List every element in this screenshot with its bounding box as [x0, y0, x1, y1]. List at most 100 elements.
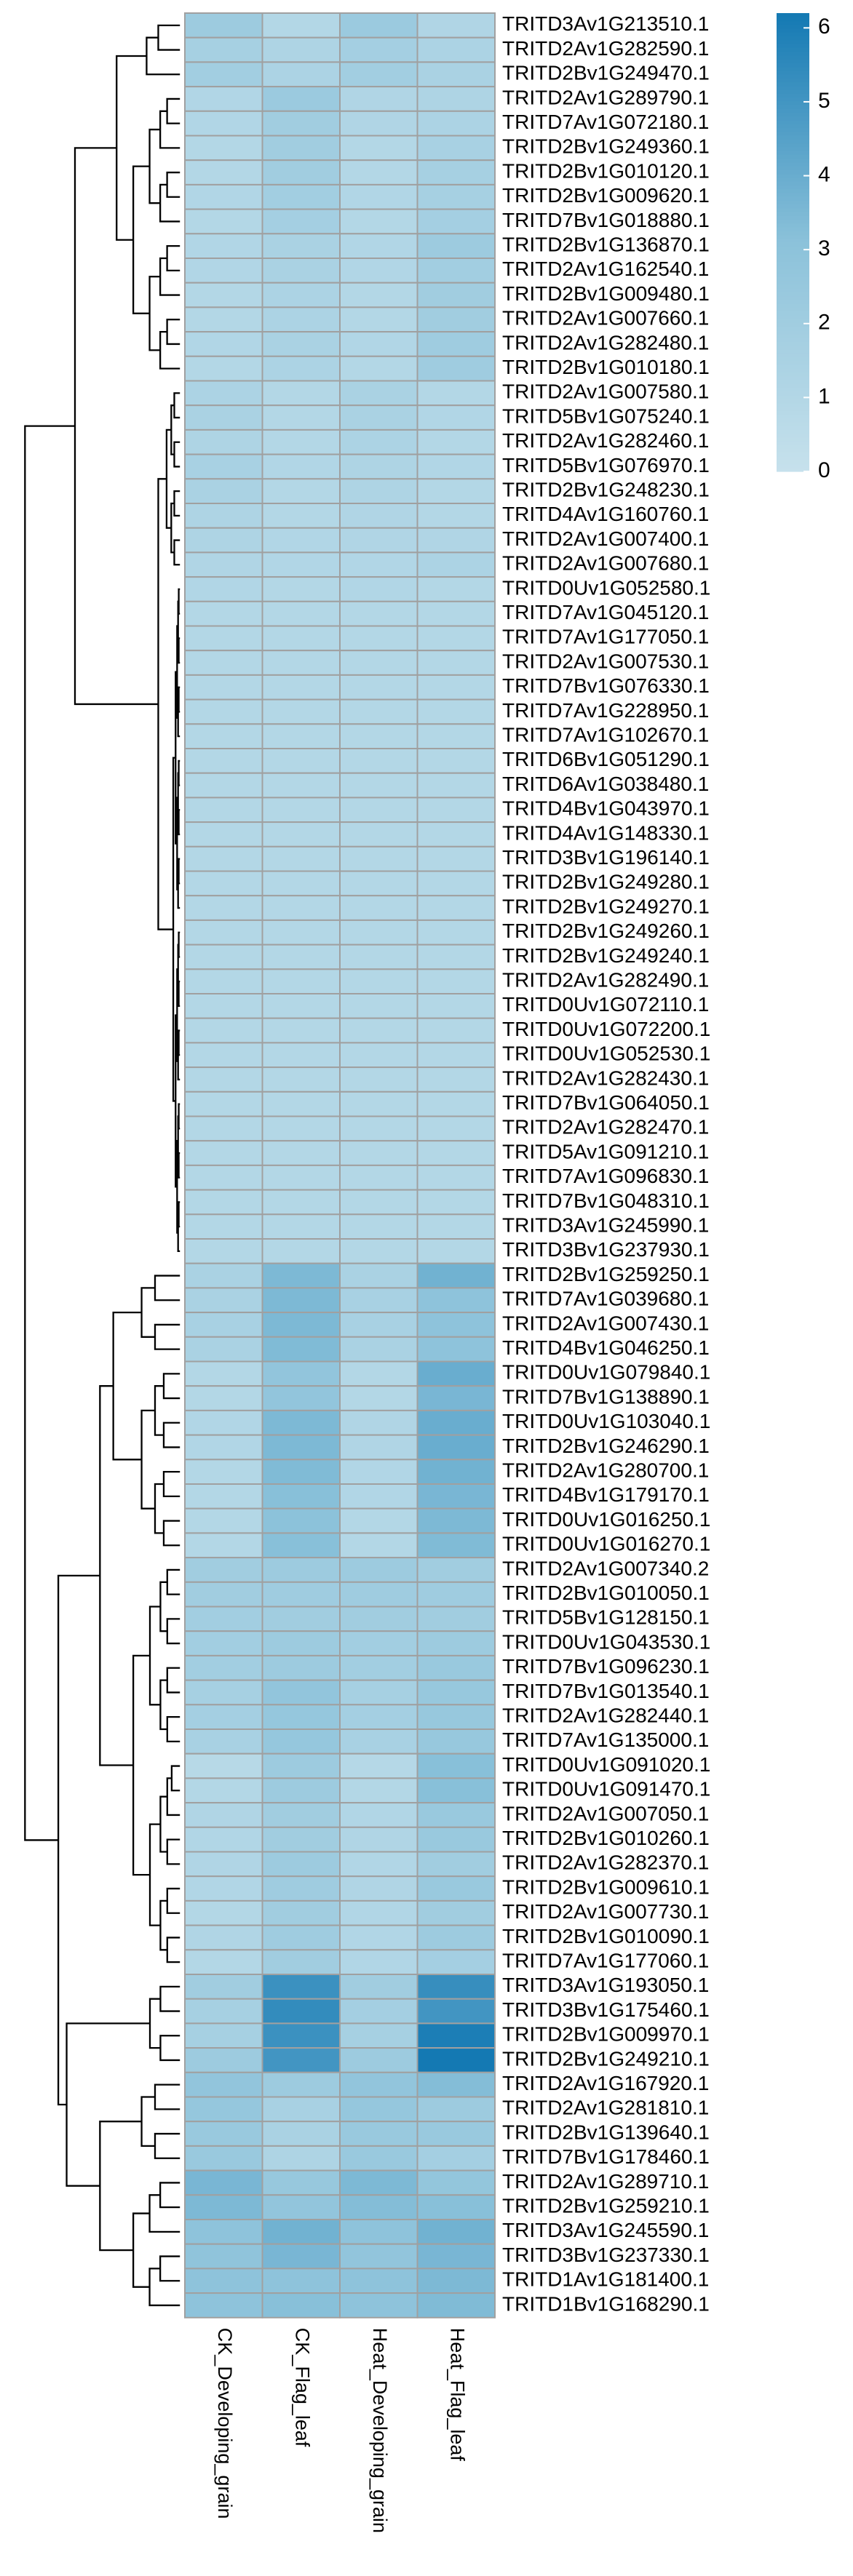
- heat-cell: [416, 12, 496, 39]
- heat-cell: [184, 159, 263, 186]
- dendrogram-branch: [177, 698, 180, 738]
- row-label: TRITD2Bv1G010090.1: [502, 1925, 710, 1947]
- row-label: TRITD2Bv1G009480.1: [502, 282, 710, 305]
- heat-cell: [339, 61, 418, 88]
- heat-cell: [416, 2121, 496, 2147]
- colorbar-segment: [777, 47, 809, 52]
- colorbar-segment: [777, 97, 809, 102]
- heat-cell: [339, 870, 418, 897]
- heat-cell: [416, 1336, 496, 1363]
- heat-cell: [184, 2268, 263, 2294]
- row-label: TRITD4Bv1G179170.1: [502, 1483, 710, 1506]
- colorbar-segment: [777, 372, 809, 377]
- colorbar-segment: [777, 32, 809, 37]
- heat-cell: [184, 2145, 263, 2172]
- heat-cell: [261, 1017, 341, 1044]
- colorbar-segment: [777, 426, 809, 430]
- heat-cell: [261, 282, 341, 308]
- heat-cell: [261, 233, 341, 259]
- heat-cell: [339, 600, 418, 627]
- colorbar-segment: [777, 116, 809, 121]
- heat-cell: [184, 1679, 263, 1706]
- heat-cell: [339, 1557, 418, 1583]
- heat-cell: [416, 233, 496, 259]
- heat-cell: [261, 919, 341, 946]
- row-label: TRITD0Uv1G072110.1: [502, 993, 709, 1016]
- dendrogram-branch: [166, 1667, 180, 1694]
- heat-cell: [339, 453, 418, 480]
- heat-cell: [261, 1385, 341, 1411]
- colorbar-segment: [777, 288, 809, 292]
- heat-cell: [339, 1704, 418, 1731]
- heat-cell: [339, 993, 418, 1019]
- row-label: TRITD2Bv1G010120.1: [502, 159, 710, 182]
- colorbar-segment: [777, 307, 809, 312]
- column-label: Heat_Developing_grain: [369, 2328, 391, 2533]
- heat-cell: [416, 1164, 496, 1191]
- colorbar-segment: [777, 353, 809, 358]
- heat-cell: [184, 1924, 263, 1951]
- heat-cell: [339, 1189, 418, 1216]
- heat-cell: [261, 1728, 341, 1755]
- colorbar-segment: [777, 338, 809, 343]
- heat-cell: [339, 159, 418, 186]
- heat-cell: [339, 1385, 418, 1411]
- heat-cell: [261, 1630, 341, 1656]
- heat-cell: [416, 1483, 496, 1510]
- heat-cell: [416, 503, 496, 529]
- heat-cell: [184, 1875, 263, 1902]
- heat-cell: [261, 2047, 341, 2073]
- colorbar-tick-label: 3: [818, 236, 830, 260]
- heat-cell: [339, 1066, 418, 1093]
- heat-cell: [184, 1899, 263, 1926]
- row-label: TRITD3Bv1G196140.1: [502, 846, 710, 869]
- heat-cell: [184, 233, 263, 259]
- colorbar-segment: [777, 402, 809, 407]
- heat-cell: [339, 110, 418, 137]
- heat-cell: [184, 527, 263, 554]
- colorbar-segment: [777, 215, 809, 220]
- row-label: TRITD2Bv1G249270.1: [502, 895, 710, 917]
- row-label: TRITD6Av1G038480.1: [502, 773, 709, 795]
- dendrogram-branch: [177, 1042, 180, 1081]
- heat-cell: [339, 2121, 418, 2147]
- heat-cell: [339, 331, 418, 357]
- heat-cell: [416, 650, 496, 676]
- heat-cell: [261, 1336, 341, 1363]
- heat-cell: [339, 1899, 418, 1926]
- heat-cell: [416, 944, 496, 970]
- heat-cell: [416, 1974, 496, 2000]
- heat-cell: [184, 1213, 263, 1240]
- heat-cell: [261, 1507, 341, 1534]
- heat-cell: [339, 968, 418, 995]
- heat-cell: [339, 821, 418, 848]
- row-label: TRITD4Av1G160760.1: [502, 503, 709, 525]
- heat-cell: [339, 551, 418, 578]
- heat-cell: [184, 650, 263, 676]
- dendrogram-branch: [112, 1311, 142, 1461]
- colorbar-segment: [777, 380, 809, 384]
- row-label: TRITD7Av1G072180.1: [502, 111, 709, 133]
- heat-cell: [416, 821, 496, 848]
- heat-cell: [261, 1459, 341, 1486]
- heat-cell: [416, 306, 496, 333]
- heat-cell: [184, 2022, 263, 2049]
- heat-cell: [261, 86, 341, 112]
- colorbar-segment: [777, 303, 809, 308]
- colorbar-segment: [777, 78, 809, 83]
- heat-cell: [339, 1164, 418, 1191]
- colorbar-segment: [777, 444, 809, 450]
- heat-cell: [184, 1507, 263, 1534]
- colorbar-segment: [777, 246, 809, 251]
- heat-cell: [416, 1802, 496, 1828]
- heat-cell: [184, 1802, 263, 1828]
- heat-cell: [184, 723, 263, 749]
- heat-cell: [339, 1140, 418, 1166]
- colorbar-segment: [777, 356, 809, 362]
- heat-cell: [339, 723, 418, 749]
- heat-cell: [184, 1115, 263, 1142]
- heat-cell: [184, 748, 263, 774]
- colorbar-segment: [777, 231, 809, 236]
- dendrogram-branch: [99, 2121, 142, 2252]
- heat-cell: [184, 2194, 263, 2221]
